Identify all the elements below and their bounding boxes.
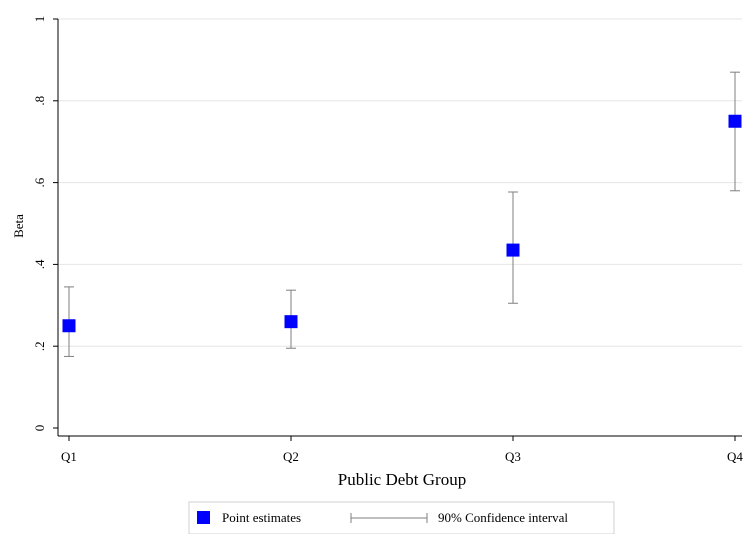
legend-ci-label: 90% Confidence interval bbox=[438, 510, 568, 525]
legend-ci-swatch bbox=[350, 513, 428, 523]
x-tick-label: Q1 bbox=[61, 449, 77, 464]
y-tick-label: .8 bbox=[32, 96, 47, 106]
x-tick-label: Q4 bbox=[727, 449, 743, 464]
tick-labels: 0 .2 .4 .6 .8 1 Q1 Q2 Q3 Q4 bbox=[32, 16, 743, 464]
point-estimate-marker bbox=[728, 114, 742, 128]
y-tick-label: .6 bbox=[32, 177, 47, 187]
y-tick-label: .4 bbox=[32, 259, 47, 269]
y-tick-label: 1 bbox=[32, 16, 47, 23]
ci-bar bbox=[730, 71, 740, 192]
axes bbox=[53, 18, 742, 441]
legend-point-swatch bbox=[197, 511, 210, 524]
x-tick-label: Q2 bbox=[283, 449, 299, 464]
x-axis-title: Public Debt Group bbox=[338, 470, 466, 489]
point-estimate-marker bbox=[284, 315, 298, 329]
y-tick-label: .2 bbox=[32, 341, 47, 351]
confidence-intervals bbox=[64, 71, 740, 357]
legend-point-label: Point estimates bbox=[222, 510, 301, 525]
point-estimate-marker bbox=[506, 243, 520, 257]
point-estimate-marker bbox=[62, 319, 76, 333]
x-tick-label: Q3 bbox=[505, 449, 521, 464]
grid-lines bbox=[58, 18, 742, 347]
y-tick-label: 0 bbox=[32, 425, 47, 432]
point-estimates bbox=[62, 114, 742, 333]
y-axis-title: Beta bbox=[11, 214, 26, 238]
legend: Point estimates 90% Confidence interval bbox=[188, 501, 615, 534]
